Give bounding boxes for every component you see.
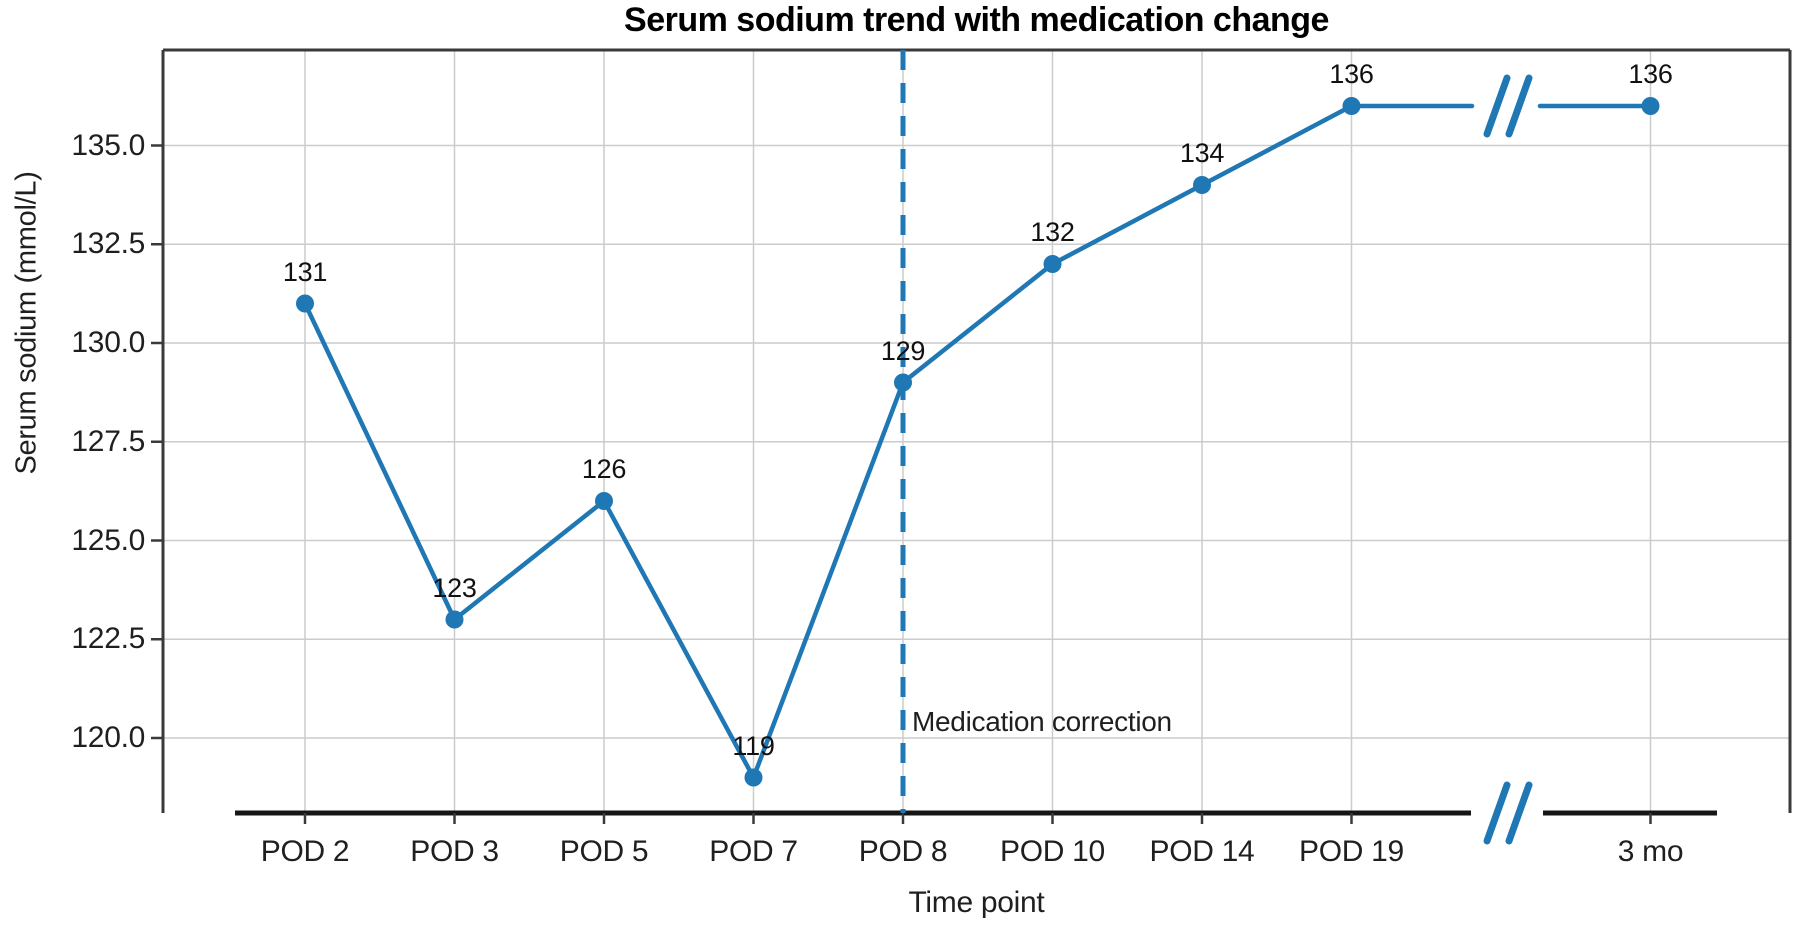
medication-correction-annotation: Medication correction <box>912 706 1172 737</box>
x-tick-label: POD 2 <box>260 835 350 868</box>
data-point-label: 131 <box>282 256 328 287</box>
x-tick-label: POD 7 <box>709 835 798 868</box>
line-break-slash <box>1483 74 1511 138</box>
data-point-label: 129 <box>880 335 926 366</box>
y-tick-label: 125.0 <box>71 523 145 557</box>
y-tick-label: 122.5 <box>71 622 145 656</box>
data-point-label: 126 <box>581 454 627 484</box>
data-point <box>296 294 314 313</box>
data-point <box>894 373 912 392</box>
data-point-label: 136 <box>1628 59 1673 89</box>
data-point <box>744 768 763 787</box>
data-point-label: 123 <box>432 572 477 603</box>
axis-break-slash <box>1505 781 1533 845</box>
y-tick-label: 130.0 <box>71 326 145 359</box>
x-axis-label: Time point <box>908 886 1045 919</box>
x-tick-label: POD 10 <box>1000 835 1105 868</box>
y-tick-label: 120.0 <box>71 721 145 754</box>
data-point-label: 119 <box>732 730 775 761</box>
x-tick-label: POD 3 <box>410 835 499 868</box>
data-point <box>595 492 613 510</box>
y-tick-label: 132.5 <box>71 227 145 261</box>
x-tick-label: 3 mo <box>1617 835 1684 868</box>
data-point-label: 136 <box>1329 59 1374 89</box>
y-tick-label: 127.5 <box>71 424 145 458</box>
data-point <box>1641 97 1660 115</box>
data-point <box>1342 97 1361 115</box>
data-point <box>445 610 464 629</box>
data-point <box>1193 176 1211 194</box>
y-tick-label: 135.0 <box>71 128 145 162</box>
data-point-label: 132 <box>1030 217 1075 247</box>
x-tick-label: POD 14 <box>1149 835 1255 868</box>
line-break-slash <box>1505 74 1533 138</box>
x-tick-label: POD 19 <box>1299 835 1404 868</box>
axis-break-slash <box>1483 781 1511 845</box>
data-point-label: 134 <box>1179 138 1225 168</box>
data-point <box>1043 255 1062 273</box>
x-tick-label: POD 8 <box>858 835 948 868</box>
chart-title: Serum sodium trend with medication chang… <box>624 1 1329 39</box>
x-tick-label: POD 5 <box>559 835 649 868</box>
